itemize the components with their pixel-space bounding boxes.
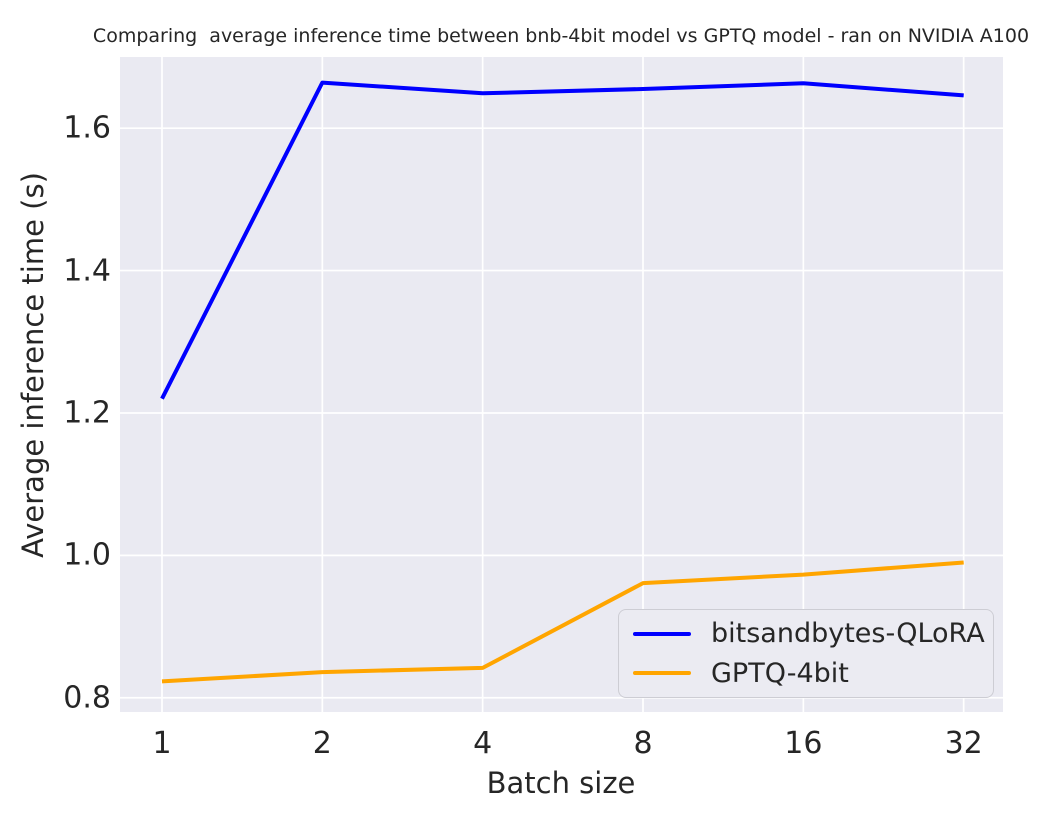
- y-tick-label: 1.2: [63, 395, 111, 431]
- x-tick-label: 1: [152, 726, 172, 761]
- x-tick-label: 4: [473, 726, 493, 761]
- legend-label: GPTQ-4bit: [711, 657, 849, 689]
- y-tick-label: 1.4: [63, 253, 111, 289]
- legend-line-swatch-orange: [633, 671, 691, 676]
- plot-background: [120, 57, 1003, 712]
- y-tick-label: 1.0: [63, 537, 111, 573]
- legend-line-swatch-blue: [633, 631, 691, 636]
- x-tick-label: 8: [633, 726, 653, 761]
- legend: bitsandbytes-QLoRA GPTQ-4bit: [618, 609, 994, 698]
- y-tick-label: 0.8: [63, 680, 111, 716]
- series-line-1: [161, 560, 964, 684]
- x-axis-label: Batch size: [486, 766, 636, 800]
- y-tick-label: 1.6: [63, 110, 111, 146]
- x-tick-label: 16: [784, 726, 823, 761]
- legend-item-gptq-4bit: GPTQ-4bit: [633, 654, 983, 694]
- chart-title: Comparing average inference time between…: [92, 25, 1030, 47]
- legend-item-bitsandbytes-qlora: bitsandbytes-QLoRA: [633, 614, 985, 654]
- series-line-0: [160, 80, 964, 400]
- x-tick-label: 32: [944, 726, 983, 761]
- x-tick-label: 2: [312, 726, 332, 761]
- y-axis-label: Average inference time (s): [16, 172, 50, 558]
- legend-label: bitsandbytes-QLoRA: [711, 618, 985, 650]
